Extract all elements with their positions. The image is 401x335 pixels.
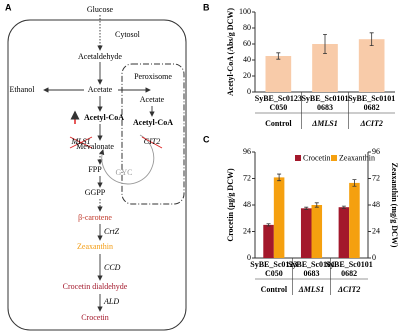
error-bar (266, 223, 271, 227)
enzyme: CrtZ (104, 227, 120, 236)
x-tick-label: 0682 (364, 103, 380, 112)
y2-tick-label: 0 (372, 253, 376, 262)
x-tick-label: SyBE_Sc0123 (250, 260, 297, 269)
panel-label: A (5, 2, 12, 12)
y-tick-label: 0 (247, 87, 251, 96)
node: Zeaxanthin (77, 242, 113, 251)
group-label: Control (265, 119, 292, 128)
error-bar (314, 202, 319, 208)
x-tick-label: 0682 (341, 269, 357, 278)
enzyme: MLS1 (70, 137, 90, 146)
y2-tick-label: 48 (372, 200, 380, 209)
node: Glucose (87, 5, 114, 14)
arrows (43, 15, 163, 312)
compartment: Cytosol (115, 30, 141, 39)
error-bar (352, 179, 357, 187)
panel-label: C (203, 134, 210, 144)
error-bar (369, 32, 374, 46)
y2-tick-label: 72 (372, 173, 380, 182)
node: Acetyl-CoA (133, 118, 173, 127)
y-tick-label: 100 (239, 7, 251, 16)
cycle: GYC (116, 168, 133, 177)
legend-swatch (295, 155, 301, 161)
y-tick-label: 20 (243, 71, 251, 80)
group-label: ΔMLS1 (298, 285, 324, 294)
node: Acetaldehyde (78, 52, 122, 61)
group-label: ΔCIT2 (337, 285, 360, 294)
y2-tick-label: 96 (372, 147, 380, 156)
error-bar (304, 206, 309, 210)
x-tick-label: C050 (269, 103, 287, 112)
bar (273, 177, 285, 258)
node: Acetyl-CoA (84, 113, 124, 122)
node: Crocetin dialdehyde (63, 282, 128, 291)
cell (7, 19, 187, 331)
bar (263, 224, 274, 258)
x-tick-label: 0683 (317, 103, 333, 112)
diagram: A Glucose Cytosol Acetaldehyde Ethanol A… (5, 2, 187, 331)
x-tick-label: 0683 (304, 269, 320, 278)
node: FPP (88, 165, 102, 174)
enzyme: CIT2 (144, 137, 160, 146)
x-tick-label: SyBE_Sc0101 (348, 94, 395, 103)
panel-label: B (203, 2, 210, 12)
node: Mevalonate (76, 142, 114, 151)
y2-axis-title: Zeaxanthin (mg/g DCW) (390, 163, 399, 248)
group-label: ΔMLS1 (311, 119, 337, 128)
x-tick-label: SyBE_Sc0123 (255, 94, 302, 103)
y-tick-label: 72 (243, 173, 251, 182)
bar (358, 39, 385, 92)
error-bar (276, 52, 281, 60)
error-bar (323, 34, 327, 54)
error-bar (277, 173, 282, 182)
y-axis-title: Crocetin (μg/g DCW) (226, 168, 235, 242)
x-tick-label: SyBE_Sc0101 (301, 94, 348, 103)
enzyme: CCD (104, 263, 121, 272)
bar (265, 56, 292, 92)
legend-swatch (331, 155, 337, 161)
peroxisome-box (121, 63, 185, 205)
group-label: ΔCIT2 (359, 119, 382, 128)
node: β-carotene (78, 213, 112, 222)
node: Acetate (140, 95, 165, 104)
enzyme: ALD (103, 297, 119, 306)
node: Ethanol (10, 85, 36, 94)
y-tick-label: 48 (243, 200, 251, 209)
bar (349, 182, 360, 258)
y-tick-label: 80 (243, 23, 251, 32)
y-tick-label: 0 (247, 253, 251, 262)
compartment: Peroxisome (134, 72, 172, 81)
x-tick-label: SyBE_Sc0101 (288, 260, 335, 269)
node: GGPP (85, 188, 106, 197)
x-tick-label: C050 (265, 269, 283, 278)
legend-label: Crocetin (303, 153, 331, 162)
y-axis-title: Acetyl-CoA (Abs/g DCW) (226, 8, 235, 96)
bar (300, 208, 312, 258)
error-bar (341, 205, 346, 209)
y-tick-label: 40 (243, 55, 251, 64)
bar (311, 205, 323, 258)
group-label: Control (261, 285, 288, 294)
bar (338, 207, 350, 258)
node: Crocetin (81, 313, 109, 322)
y2-tick-label: 24 (372, 226, 380, 235)
node: Acetate (88, 85, 113, 94)
y-tick-label: 96 (243, 147, 251, 156)
y-tick-label: 24 (243, 226, 251, 235)
y-tick-label: 60 (243, 39, 251, 48)
x-tick-label: SyBE_Sc0101 (326, 260, 373, 269)
legend-label: Zeaxanthin (339, 153, 375, 162)
